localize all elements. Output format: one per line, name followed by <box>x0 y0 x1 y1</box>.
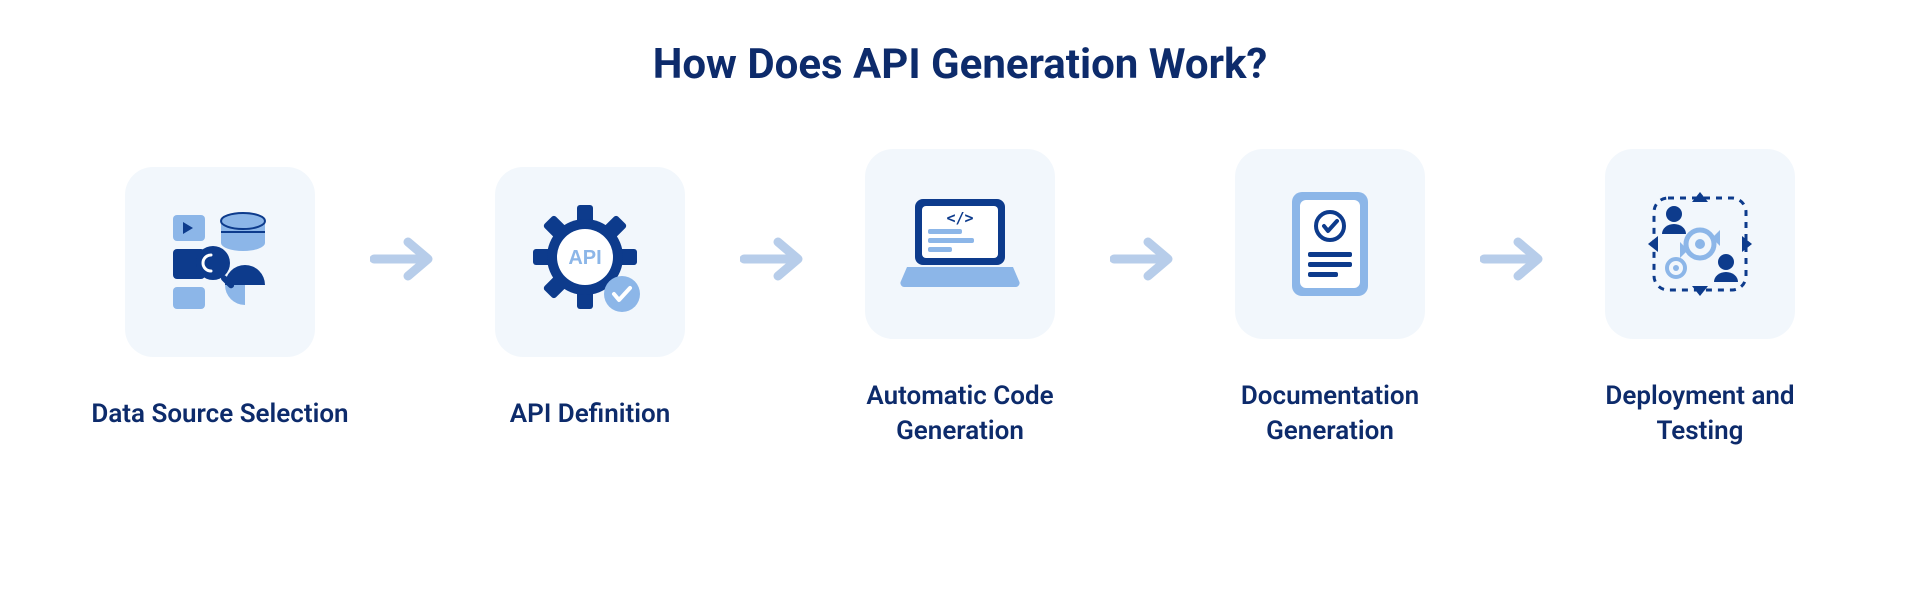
icon-card <box>1605 149 1795 339</box>
page-title: How Does API Generation Work? <box>653 40 1268 89</box>
icon-card: API <box>495 167 685 357</box>
svg-text:API: API <box>568 247 601 269</box>
laptop-code-icon: </> <box>895 189 1025 299</box>
step-data-source: Data Source Selection <box>90 167 350 432</box>
api-gear-icon: API <box>530 202 650 322</box>
step-label: Data Source Selection <box>91 397 348 432</box>
data-source-icon <box>165 207 275 317</box>
step-label: Documentation Generation <box>1200 379 1460 449</box>
step-code-generation: </> Automatic Code Generation <box>830 149 1090 449</box>
step-documentation: Documentation Generation <box>1200 149 1460 449</box>
arrow-icon <box>1110 234 1180 284</box>
step-label: API Definition <box>510 397 670 432</box>
step-deployment-testing: Deployment and Testing <box>1570 149 1830 449</box>
icon-card: </> <box>865 149 1055 339</box>
document-check-icon <box>1280 184 1380 304</box>
step-label: Automatic Code Generation <box>830 379 1090 449</box>
icon-card <box>125 167 315 357</box>
flow-row: Data Source Selection <box>90 149 1830 449</box>
cycle-people-icon <box>1640 184 1760 304</box>
icon-card <box>1235 149 1425 339</box>
step-api-definition: API API Definition <box>460 167 720 432</box>
svg-text:</>: </> <box>946 209 973 227</box>
arrow-icon <box>370 234 440 284</box>
arrow-icon <box>1480 234 1550 284</box>
step-label: Deployment and Testing <box>1570 379 1830 449</box>
arrow-icon <box>740 234 810 284</box>
